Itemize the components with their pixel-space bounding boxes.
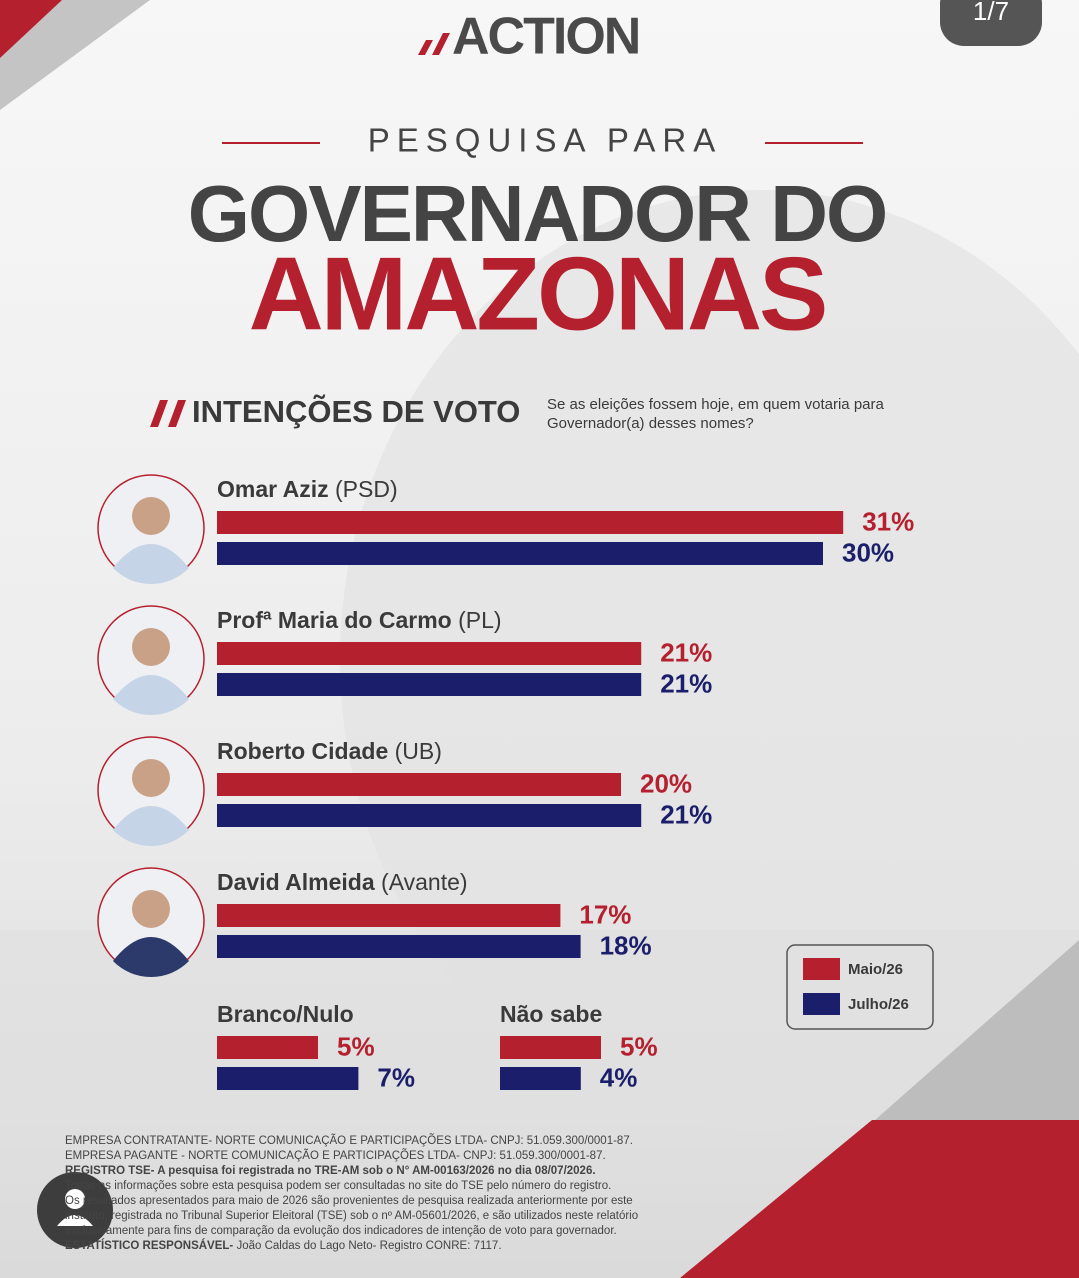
footer-text: Todas as informações sobre esta pesquisa… xyxy=(65,1180,611,1192)
bar xyxy=(500,1036,601,1059)
category-label: Omar Aziz (PSD) xyxy=(217,476,398,502)
category-label: David Almeida (Avante) xyxy=(217,869,468,895)
candidate-name: Branco/Nulo xyxy=(217,1001,354,1027)
category-label: Branco/Nulo xyxy=(217,1001,354,1027)
value-label: 21% xyxy=(660,637,712,667)
photos xyxy=(97,474,205,978)
dome-decoration xyxy=(340,190,1079,1130)
footer-line: EMPRESA CONTRATANTE- NORTE COMUNICAÇÃO E… xyxy=(65,1134,633,1147)
candidate-name: Omar Aziz xyxy=(217,476,329,502)
headline: GOVERNADOR DO xyxy=(188,169,887,258)
party: (Avante) xyxy=(375,869,468,895)
page-counter: 1/7 xyxy=(973,0,1009,26)
footer-text: REGISTRO TSE- A pesquisa foi registrada … xyxy=(65,1165,596,1177)
page-counter-pill xyxy=(940,0,1042,46)
value-label: 17% xyxy=(579,899,631,929)
chart-subtitle: Se as eleições fossem hoje, em quem vota… xyxy=(547,396,884,432)
chart-title: INTENÇÕES DE VOTO xyxy=(192,393,520,429)
profile-icon xyxy=(65,1189,85,1209)
footer-line: Os resultados apresentados para maio de … xyxy=(65,1195,633,1207)
photo-body xyxy=(113,675,189,716)
value-label: 18% xyxy=(600,930,652,960)
headline-emphasis: AMAZONAS xyxy=(249,236,826,352)
footer-line: EMPRESA PAGANTE - NORTE COMUNICAÇÃO E PA… xyxy=(65,1149,606,1162)
footer-text: instituto, registrada no Tribunal Superi… xyxy=(65,1210,638,1222)
footer-text: Os resultados apresentados para maio de … xyxy=(65,1195,633,1207)
value-label: 5% xyxy=(337,1031,375,1061)
photo-head xyxy=(132,628,170,666)
value-label: 21% xyxy=(660,799,712,829)
category-label: Profª Maria do Carmo (PL) xyxy=(217,607,502,633)
candidate-name: David Almeida xyxy=(217,869,375,895)
footer-text: exclusivamente para fins de comparação d… xyxy=(65,1225,617,1237)
bar xyxy=(217,935,581,958)
footer-line: Todas as informações sobre esta pesquisa… xyxy=(65,1180,611,1192)
logo-slash xyxy=(418,40,433,55)
profile-button[interactable] xyxy=(37,1172,113,1248)
footer-text: EMPRESA CONTRATANTE- NORTE COMUNICAÇÃO E… xyxy=(65,1134,633,1147)
footer-text: EMPRESA PAGANTE - NORTE COMUNICAÇÃO E PA… xyxy=(65,1149,606,1162)
value-label: 31% xyxy=(862,506,914,536)
corner-red xyxy=(0,0,62,58)
footer-line: exclusivamente para fins de comparação d… xyxy=(65,1225,617,1237)
photo-head xyxy=(132,759,170,797)
photo-body xyxy=(113,544,189,585)
bar xyxy=(217,642,642,665)
candidate-name: Não sabe xyxy=(500,1001,602,1027)
category-label: Roberto Cidade (UB) xyxy=(217,738,442,764)
footer-line: REGISTRO TSE- A pesquisa foi registrada … xyxy=(65,1165,596,1177)
legend-swatch xyxy=(803,958,840,980)
footer-text: ESTATÍSTICO RESPONSÁVEL- xyxy=(65,1239,233,1252)
bar xyxy=(217,1036,318,1059)
value-label: 7% xyxy=(377,1062,415,1092)
bar xyxy=(217,542,823,565)
bar xyxy=(217,673,642,696)
photo-body xyxy=(113,806,189,847)
legend-label: Julho/26 xyxy=(848,996,909,1013)
value-label: 30% xyxy=(842,537,894,567)
corner-stripe xyxy=(875,940,1079,1120)
party: (UB) xyxy=(388,738,442,764)
legend-box xyxy=(786,944,934,1030)
legend-swatch xyxy=(803,993,840,1015)
chart-subtitle-box: Se as eleições fossem hoje, em quem vota… xyxy=(547,396,884,432)
bar xyxy=(217,511,844,534)
footer-line: ESTATÍSTICO RESPONSÁVEL- João Caldas do … xyxy=(65,1239,502,1252)
candidate-name: Roberto Cidade xyxy=(217,738,388,764)
corner-red xyxy=(680,1120,1079,1278)
value-label: 4% xyxy=(600,1062,638,1092)
section-slash xyxy=(150,400,168,427)
category-label: Não sabe xyxy=(500,1001,602,1027)
photo-body xyxy=(113,937,189,978)
candidate-name: Profª Maria do Carmo xyxy=(217,607,452,633)
value-label: 21% xyxy=(660,668,712,698)
bar xyxy=(500,1067,581,1090)
bar xyxy=(217,804,642,827)
profile-icon xyxy=(57,1215,93,1226)
party: (PL) xyxy=(452,607,502,633)
kicker: PESQUISA PARA xyxy=(368,122,722,159)
logo: ACTION xyxy=(452,8,639,66)
bar xyxy=(217,773,621,796)
section-slash xyxy=(168,400,186,427)
bar xyxy=(217,1067,359,1090)
bar xyxy=(217,904,561,927)
value-label: 20% xyxy=(640,768,692,798)
logo-slash xyxy=(432,33,450,55)
footer-line: instituto, registrada no Tribunal Superi… xyxy=(65,1210,638,1222)
photo-head xyxy=(132,890,170,928)
photo-head xyxy=(132,497,170,535)
footer-text: João Caldas do Lago Neto- Registro CONRE… xyxy=(233,1240,501,1252)
legend-label: Maio/26 xyxy=(848,961,903,978)
corner-stripe xyxy=(0,0,150,110)
value-label: 5% xyxy=(620,1031,658,1061)
party: (PSD) xyxy=(329,476,398,502)
